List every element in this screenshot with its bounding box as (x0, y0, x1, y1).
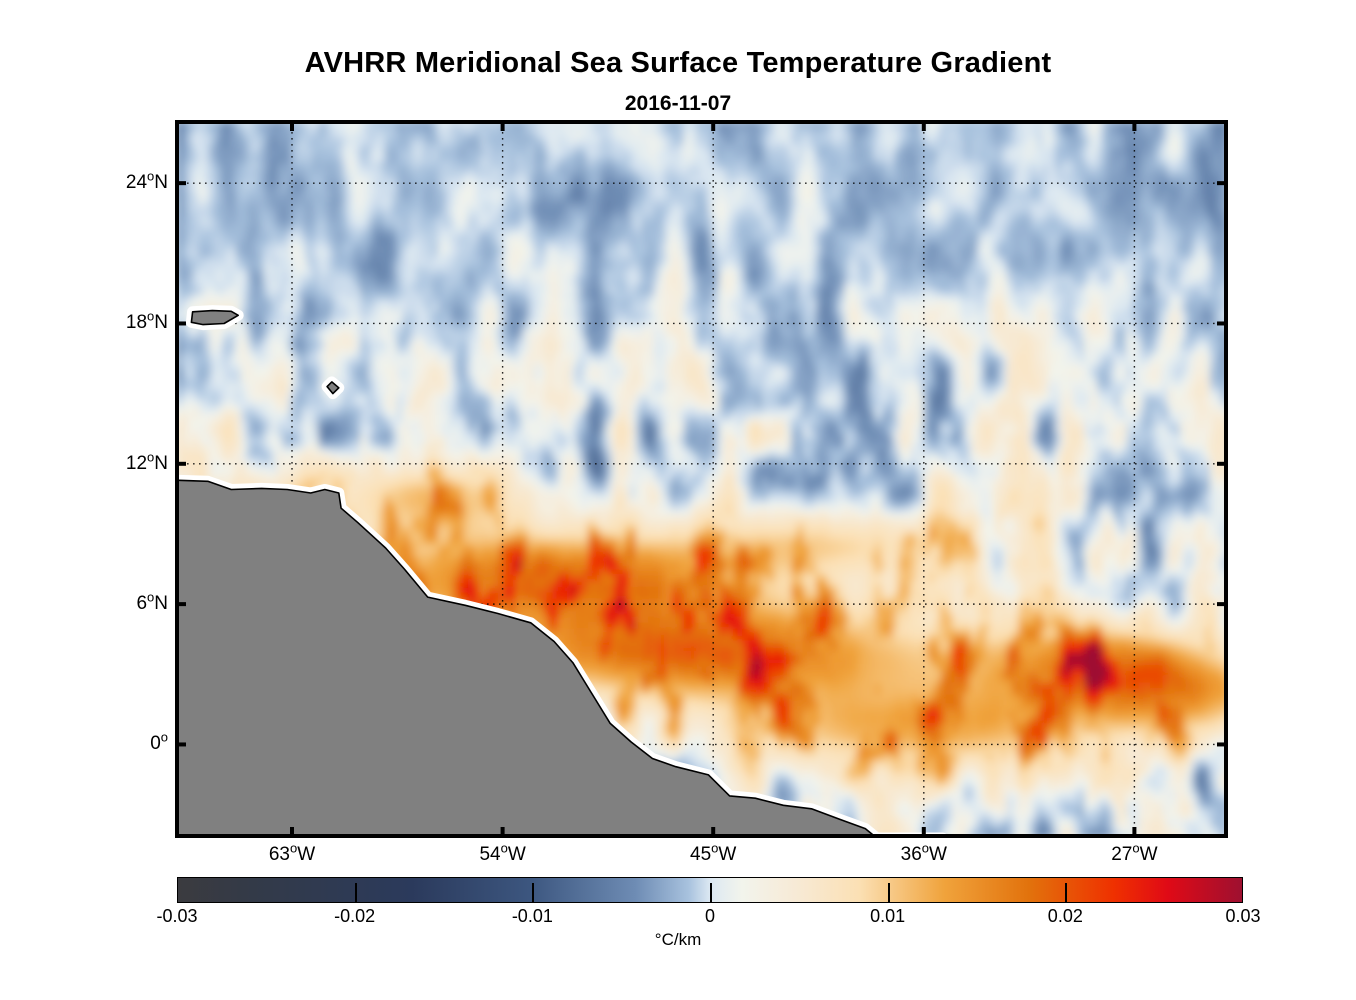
axis-ticks (175, 120, 1228, 838)
colorbar-tick-2 (532, 883, 535, 903)
sst-gradient-heatmap (175, 120, 1228, 838)
colorbar-label-6: 0.03 (1225, 906, 1260, 927)
colorbar[interactable] (177, 877, 1243, 903)
x-tick-label-0: 63oW (269, 842, 315, 866)
y-tick-label-1: 18oN (126, 310, 168, 334)
colorbar-tick-5 (1065, 883, 1068, 903)
page-title: AVHRR Meridional Sea Surface Temperature… (0, 47, 1356, 80)
x-tick-label-1: 54oW (479, 842, 525, 866)
x-tick-label-3: 36oW (901, 842, 947, 866)
y-tick-label-2: 12oN (126, 450, 168, 475)
y-tick-label-4: 0o (150, 731, 168, 755)
x-tick-label-4: 27oW (1111, 842, 1157, 866)
colorbar-tick-3 (710, 883, 712, 903)
colorbar-label-1: -0.02 (334, 906, 375, 927)
colorbar-label-5: 0.02 (1048, 906, 1083, 927)
y-axis-labels: 24oN 18oN 12oN 6oN 0o (0, 120, 168, 838)
land-south-america (175, 479, 944, 838)
x-tick-label-2: 45oW (690, 842, 736, 866)
x-axis-labels: 63oW 54oW 45oW 36oW 27oW (175, 842, 1228, 874)
land-puerto-rico (190, 309, 239, 326)
map-plot-area[interactable] (175, 120, 1228, 838)
colorbar-unit-label: °C/km (0, 930, 1356, 950)
colorbar-tick-4 (887, 883, 890, 903)
colorbar-tick-1 (354, 883, 357, 903)
colorbar-label-3: 0 (705, 906, 715, 927)
colorbar-label-4: 0.01 (870, 906, 905, 927)
land-masses (175, 309, 944, 838)
figure-subtitle: 2016-11-07 (0, 92, 1356, 116)
colorbar-tick-labels: -0.03 -0.02 -0.01 0 0.01 0.02 0.03 (156, 906, 1260, 932)
colorbar-label-0: -0.03 (156, 906, 197, 927)
y-tick-label-3: 6oN (136, 591, 168, 615)
land-lesser-antilles (326, 381, 340, 395)
y-tick-label-0: 24oN (126, 170, 168, 194)
colorbar-label-2: -0.01 (512, 906, 553, 927)
